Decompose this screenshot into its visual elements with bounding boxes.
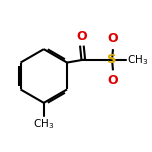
Text: O: O — [108, 32, 118, 45]
Text: CH$_3$: CH$_3$ — [127, 53, 148, 67]
Text: CH$_3$: CH$_3$ — [33, 118, 54, 131]
Text: S: S — [107, 53, 117, 66]
Text: O: O — [77, 30, 87, 43]
Text: O: O — [108, 74, 118, 87]
